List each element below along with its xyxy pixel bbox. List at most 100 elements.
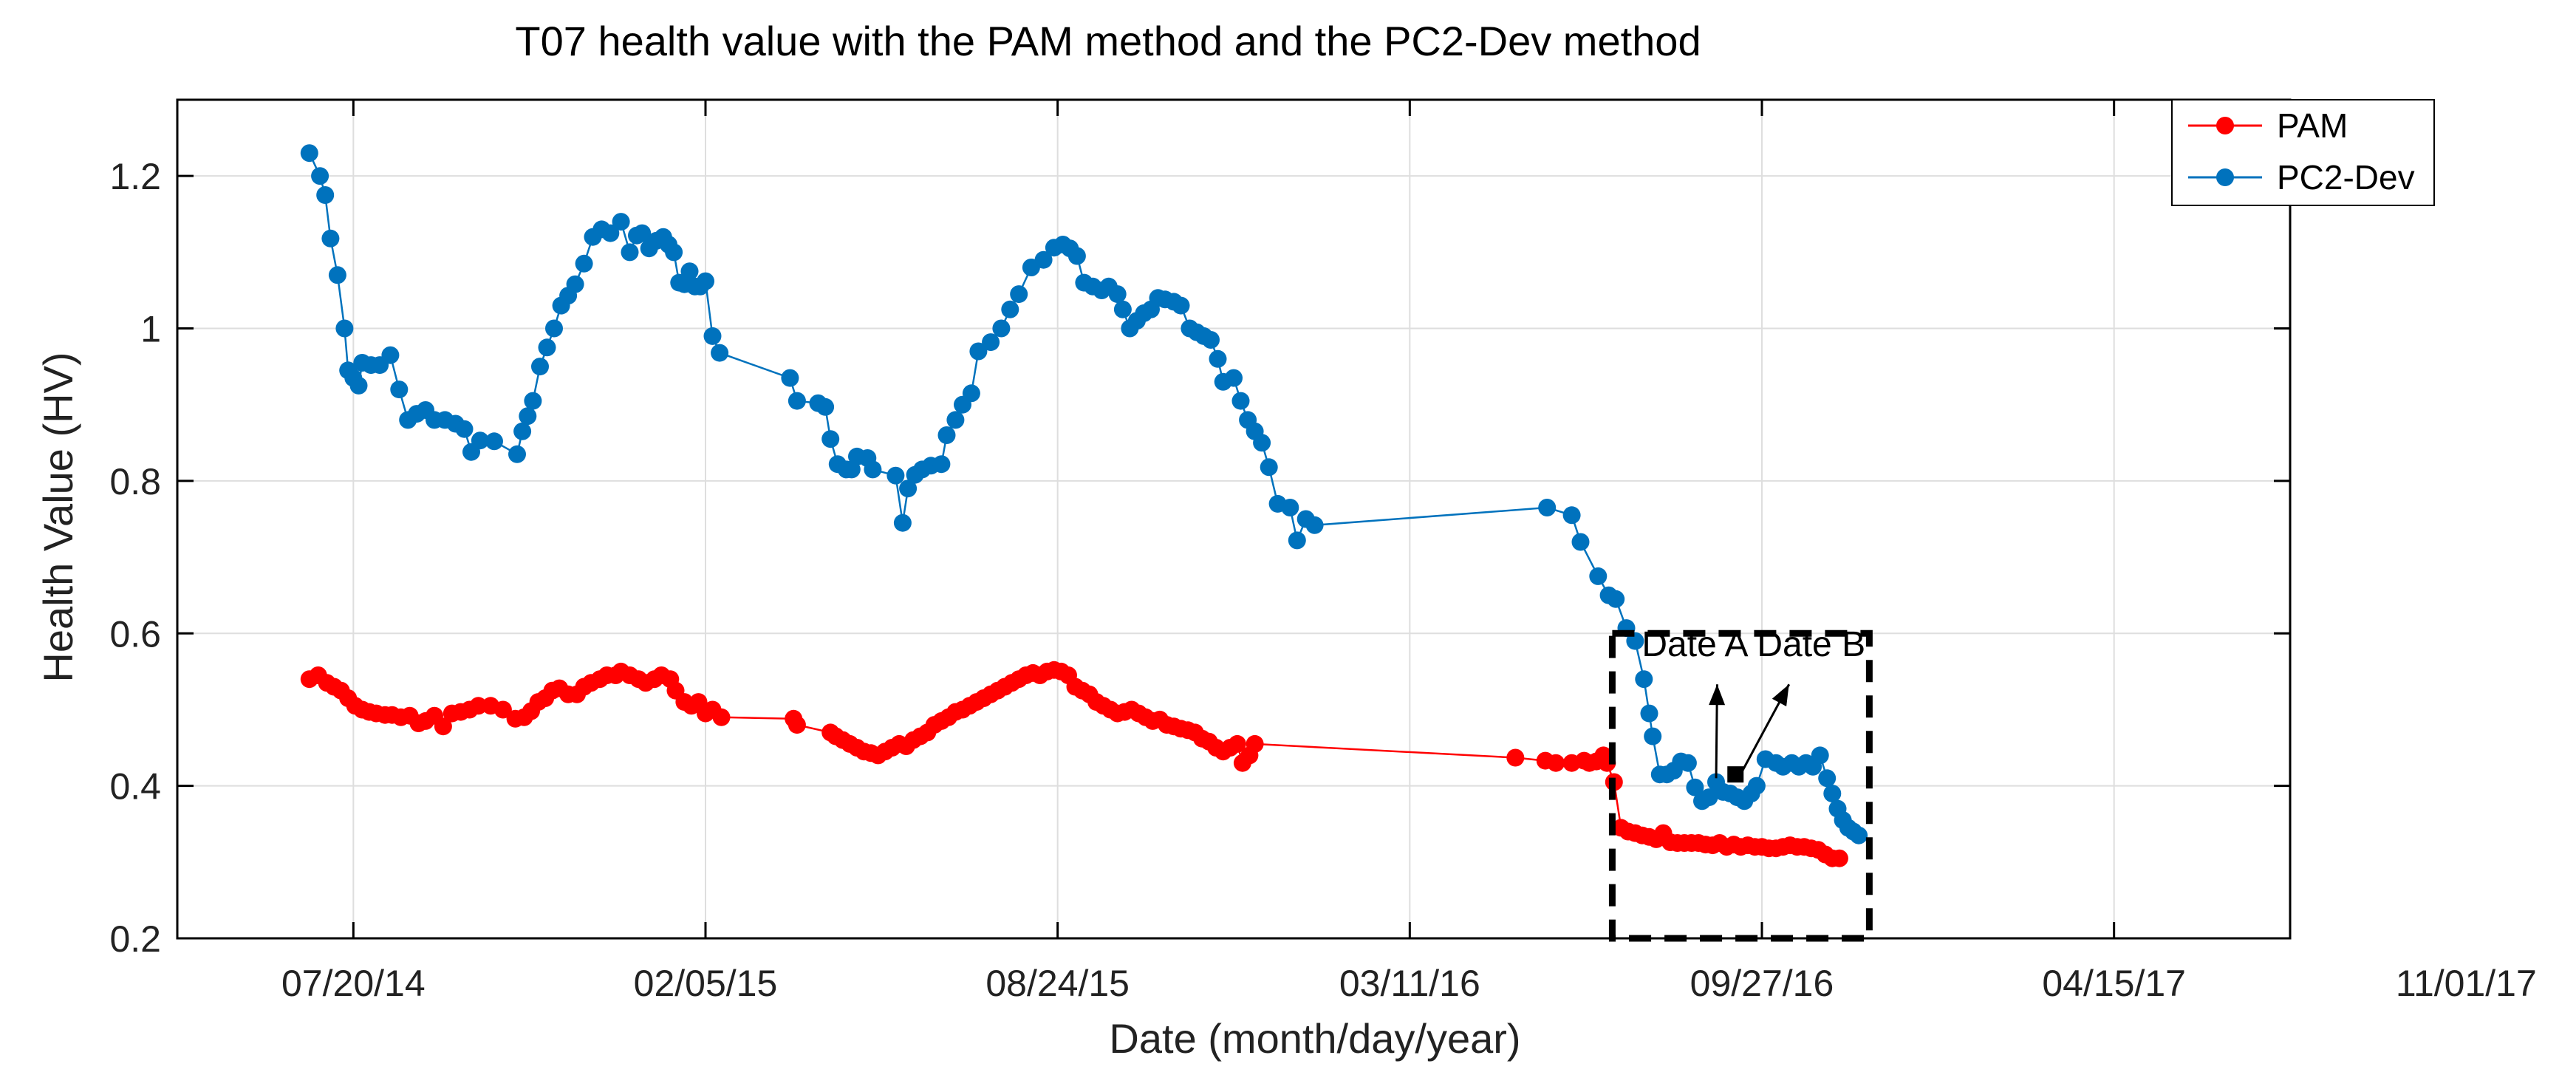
data-point-pc2-dev — [1686, 778, 1704, 796]
data-point-pc2-dev — [1305, 516, 1324, 534]
data-point-pc2-dev — [982, 333, 1000, 352]
data-point-pc2-dev — [621, 243, 639, 262]
data-point-pc2-dev — [703, 327, 722, 345]
data-point-pc2-dev — [781, 369, 799, 387]
data-point-pc2-dev — [335, 319, 354, 338]
data-point-pc2-dev — [665, 243, 683, 262]
data-point-pc2-dev — [1644, 727, 1662, 745]
highlight-box — [1608, 629, 1873, 942]
data-point-pc2-dev — [524, 392, 542, 410]
data-point-pc2-dev — [1818, 769, 1837, 788]
data-point-pc2-dev — [962, 384, 980, 403]
data-point-pc2-dev — [899, 480, 918, 498]
data-point-pc2-dev — [485, 432, 503, 451]
annotation-date-b: Date B — [1757, 625, 1865, 664]
y-tick-label: 1 — [140, 309, 161, 350]
data-point-pc2-dev — [1678, 754, 1697, 772]
data-point-pc2-dev — [538, 338, 556, 357]
data-point-pam — [1547, 754, 1565, 772]
data-point-pc2-dev — [1172, 296, 1190, 315]
data-point-pc2-dev — [1067, 247, 1086, 265]
data-point-pc2-dev — [633, 224, 652, 242]
data-point-pc2-dev — [612, 213, 630, 231]
x-tick-label: 08/24/15 — [985, 963, 1130, 1004]
data-point-pc2-dev — [893, 513, 912, 532]
legend-marker-pam — [2216, 117, 2234, 134]
legend-label-pam: PAM — [2277, 106, 2348, 145]
data-point-pc2-dev — [816, 397, 835, 416]
grid — [177, 100, 2290, 938]
data-point-pc2-dev — [381, 346, 400, 364]
data-point-pc2-dev — [1538, 499, 1557, 516]
x-tick-label: 11/01/17 — [2396, 963, 2537, 1004]
data-point-pc2-dev — [455, 420, 474, 438]
data-point-pc2-dev — [1113, 300, 1132, 318]
data-point-pam — [788, 716, 806, 734]
data-point-pc2-dev — [601, 224, 620, 242]
data-point-pc2-dev — [1202, 331, 1220, 349]
x-tick-label: 03/11/16 — [1339, 963, 1480, 1004]
data-point-pc2-dev — [316, 186, 335, 204]
data-point-pc2-dev — [1640, 704, 1658, 723]
annotation-layer: Date A Date B — [1608, 625, 1873, 942]
data-point-pc2-dev — [1260, 458, 1278, 477]
date-marker — [1727, 766, 1744, 783]
data-point-pam — [434, 717, 452, 736]
x-tick-label: 02/05/15 — [634, 963, 778, 1004]
data-point-pc2-dev — [1589, 567, 1608, 585]
annotation-arrowhead-date-a — [1709, 684, 1726, 706]
data-point-pc2-dev — [1635, 670, 1653, 689]
data-point-pc2-dev — [680, 262, 699, 281]
data-point-pc2-dev — [1108, 285, 1127, 304]
data-point-pam — [1246, 734, 1264, 753]
y-tick-label: 0.4 — [109, 766, 161, 808]
data-point-pc2-dev — [932, 455, 951, 474]
data-point-pc2-dev — [821, 430, 840, 448]
data-point-pam — [1830, 849, 1848, 867]
data-point-pc2-dev — [1571, 533, 1590, 551]
legend-box — [2171, 99, 2435, 206]
data-point-pc2-dev — [1850, 826, 1868, 844]
data-point-pc2-dev — [513, 422, 532, 440]
data-point-pam — [493, 700, 512, 719]
data-point-pc2-dev — [1281, 499, 1299, 516]
data-point-pc2-dev — [1209, 349, 1227, 368]
data-point-pam — [469, 697, 488, 715]
data-point-pc2-dev — [992, 319, 1011, 338]
data-point-pc2-dev — [545, 319, 563, 338]
legend-marker-pc2-dev — [2216, 168, 2234, 186]
data-point-pc2-dev — [1001, 300, 1019, 318]
data-point-pc2-dev — [519, 407, 537, 426]
data-point-pc2-dev — [349, 376, 368, 395]
axis-ticks: 07/20/14 02/05/15 08/24/15 03/11/16 09/27/16… — [109, 100, 2537, 1004]
data-point-pc2-dev — [1231, 392, 1250, 410]
data-point-pc2-dev — [711, 344, 729, 362]
series-pam — [300, 661, 1848, 867]
y-tick-label: 0.2 — [109, 918, 161, 960]
annotation-arrowhead-date-b — [1772, 684, 1789, 707]
data-point-pc2-dev — [697, 272, 714, 290]
y-tick-label: 1.2 — [109, 156, 161, 197]
data-point-pc2-dev — [886, 466, 905, 485]
data-point-pc2-dev — [300, 144, 318, 163]
y-tick-label: 0.6 — [109, 613, 161, 655]
x-tick-label: 07/20/14 — [281, 963, 426, 1004]
data-point-pc2-dev — [1747, 777, 1766, 795]
x-tick-label: 09/27/16 — [1690, 963, 1834, 1004]
series-pc2-dev — [300, 144, 1868, 844]
annotation-date-a: Date A — [1641, 625, 1748, 664]
data-point-pc2-dev — [788, 392, 806, 410]
data-point-pc2-dev — [328, 266, 346, 284]
data-point-pc2-dev — [864, 460, 882, 479]
data-point-pc2-dev — [321, 229, 340, 248]
data-point-pc2-dev — [969, 342, 988, 361]
data-point-pc2-dev — [1823, 785, 1842, 802]
x-tick-label: 04/15/17 — [2042, 963, 2186, 1004]
chart-title: T07 health value with the PAM method and… — [515, 18, 1701, 64]
data-point-pc2-dev — [1225, 369, 1243, 387]
legend: PAM PC2-Dev — [2171, 99, 2435, 206]
data-point-pc2-dev — [1607, 590, 1625, 608]
data-point-pc2-dev — [390, 381, 409, 399]
data-point-pc2-dev — [1700, 788, 1718, 807]
